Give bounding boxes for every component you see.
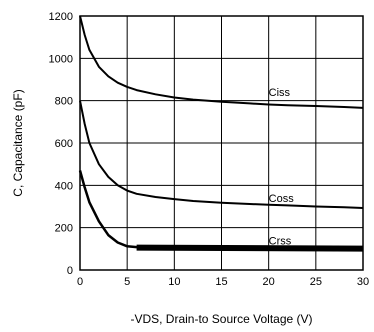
series-group bbox=[78, 15, 364, 252]
x-tick-label: 20 bbox=[263, 276, 275, 288]
series-line-ciss bbox=[79, 15, 364, 109]
y-tick-label: 800 bbox=[55, 96, 73, 108]
x-axis-label: -VDS, Drain-to Source Voltage (V) bbox=[130, 312, 312, 326]
x-tick-label: 15 bbox=[215, 276, 227, 288]
x-tick-label: 25 bbox=[310, 276, 322, 288]
y-tick-label: 1000 bbox=[49, 53, 73, 65]
x-tick-label: 0 bbox=[77, 276, 83, 288]
x-tick-label: 30 bbox=[357, 276, 369, 288]
series-line-coss bbox=[79, 100, 364, 209]
y-tick-label: 0 bbox=[67, 265, 73, 277]
y-tick-label: 600 bbox=[55, 138, 73, 150]
plot-frame bbox=[79, 15, 364, 271]
series-label-coss: Coss bbox=[269, 193, 295, 205]
series-label-ciss: Ciss bbox=[269, 87, 291, 99]
grid-lines bbox=[79, 15, 364, 271]
y-tick-label: 200 bbox=[55, 223, 73, 235]
series-labels: Ciss Coss Crss bbox=[269, 87, 295, 247]
y-axis-label: C, Capacitance (pF) bbox=[11, 89, 25, 196]
series-line-crss-bold bbox=[136, 244, 364, 252]
x-tick-label: 10 bbox=[168, 276, 180, 288]
y-tick-label: 1200 bbox=[49, 11, 73, 23]
tick-labels: 0 5 10 15 20 25 30 0 200 400 600 800 1000 1200 bbox=[49, 11, 370, 288]
y-tick-label: 400 bbox=[55, 180, 73, 192]
x-tick-label: 5 bbox=[124, 276, 130, 288]
series-label-crss: Crss bbox=[269, 235, 292, 247]
